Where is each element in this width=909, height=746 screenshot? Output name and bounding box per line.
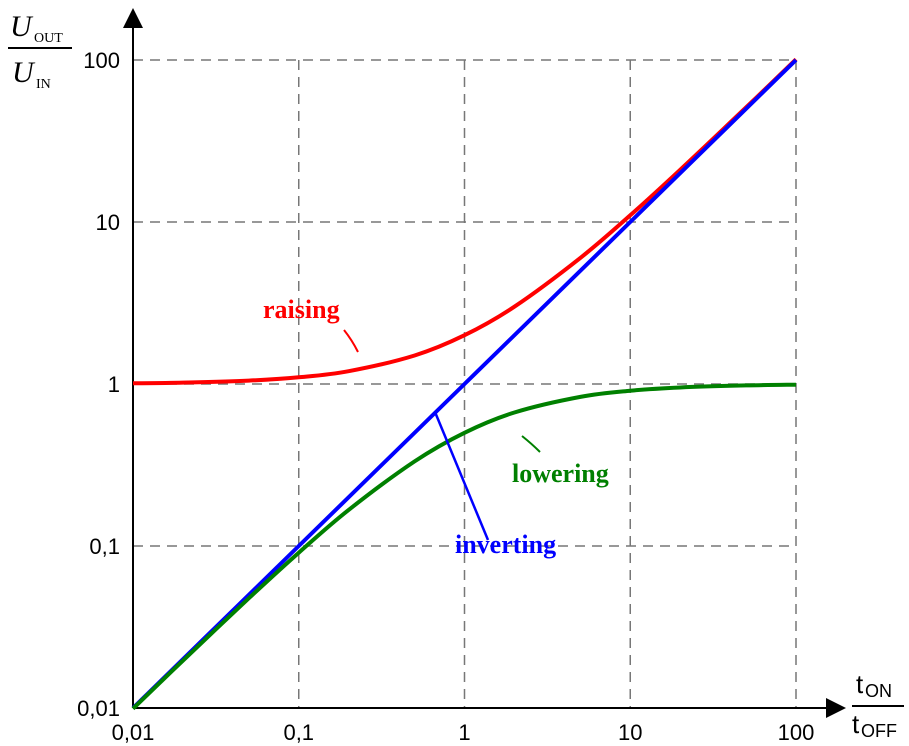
y-label-den-sub: IN bbox=[36, 77, 51, 92]
x-tick-label: 0,01 bbox=[112, 720, 155, 745]
lowering-leader-line bbox=[521, 435, 541, 453]
x-label-num-main: t bbox=[856, 669, 864, 699]
y-label-den-main: U bbox=[12, 56, 36, 89]
y-label-num-sub: OUT bbox=[34, 31, 63, 46]
inverting-leader-line bbox=[433, 411, 490, 541]
series-line-lowering bbox=[131, 382, 797, 711]
y-tick-label: 0,1 bbox=[89, 534, 120, 559]
series-line-inverting bbox=[131, 58, 798, 710]
y-tick-labels: 0,01 0,1 1 10 100 bbox=[77, 48, 120, 721]
x-label-den-main: t bbox=[852, 709, 860, 739]
x-tick-label: 100 bbox=[778, 720, 815, 745]
raising-label: raising bbox=[263, 295, 340, 324]
lowering-label: lowering bbox=[512, 459, 609, 488]
y-tick-label: 0,01 bbox=[77, 696, 120, 721]
y-tick-label: 1 bbox=[108, 372, 120, 397]
x-tick-label: 1 bbox=[458, 720, 470, 745]
raising-leader-line bbox=[343, 329, 359, 353]
y-tick-label: 100 bbox=[83, 48, 120, 73]
x-label-den-sub: OFF bbox=[861, 721, 897, 741]
inverting-label: inverting bbox=[455, 530, 556, 559]
x-tick-label: 10 bbox=[618, 720, 642, 745]
series-line-raising bbox=[132, 57, 798, 386]
curves bbox=[131, 57, 798, 711]
y-axis-label: U OUT U IN bbox=[8, 10, 72, 92]
y-label-num-main: U bbox=[10, 10, 34, 43]
x-tick-labels: 0,01 0,1 1 10 100 bbox=[112, 720, 815, 745]
x-axis-label: t ON t OFF bbox=[852, 669, 904, 741]
x-label-num-sub: ON bbox=[865, 681, 892, 701]
y-tick-label: 10 bbox=[96, 210, 120, 235]
x-tick-label: 0,1 bbox=[283, 720, 314, 745]
